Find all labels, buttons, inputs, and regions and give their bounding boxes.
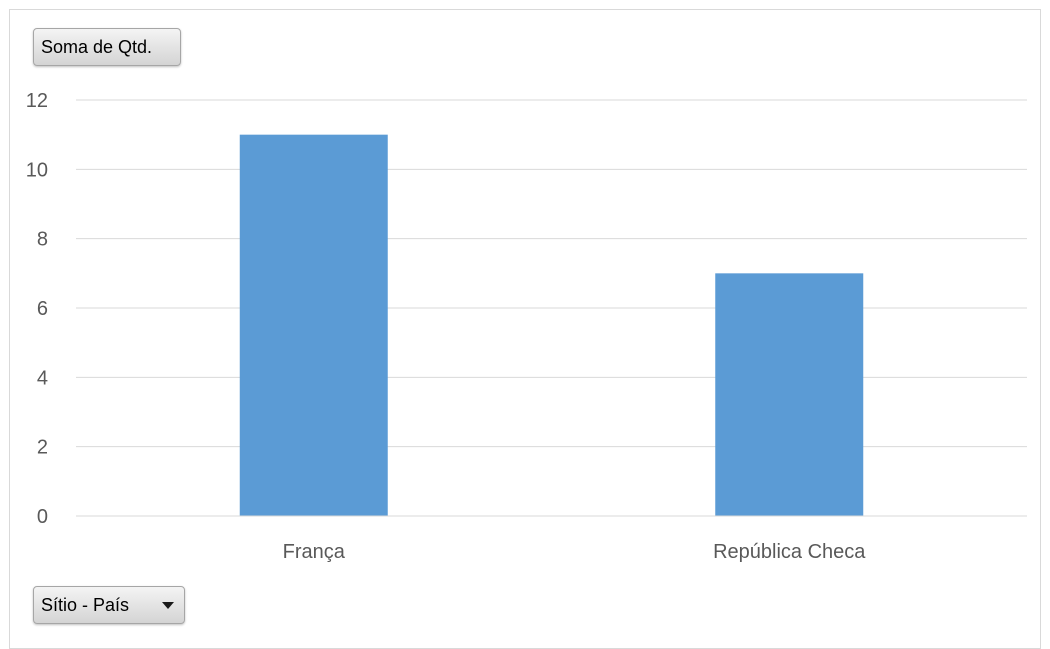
y-tick-label: 8 — [37, 229, 48, 251]
y-tick-label: 0 — [37, 506, 48, 528]
y-tick-label: 6 — [37, 298, 48, 320]
value-field-label: Soma de Qtd. — [41, 37, 153, 57]
x-category-label: França — [283, 541, 346, 563]
bar-1[interactable] — [715, 273, 864, 516]
value-field-button[interactable]: Soma de Qtd. — [33, 28, 181, 66]
y-tick-label: 12 — [26, 90, 48, 112]
y-tick-label: 4 — [37, 367, 48, 389]
axis-field-button[interactable]: Sítio - País — [33, 586, 185, 624]
axis-field-label: Sítio - País — [41, 595, 130, 615]
y-tick-label: 2 — [37, 437, 48, 459]
chart-plot: 0 2 4 6 8 10 12 França República Checa — [26, 90, 1027, 563]
bar-0[interactable] — [239, 134, 388, 516]
y-tick-label: 10 — [26, 159, 48, 181]
x-category-label: República Checa — [713, 541, 866, 563]
chart-area — [9, 9, 1041, 649]
chevron-down-icon[interactable] — [162, 602, 174, 609]
